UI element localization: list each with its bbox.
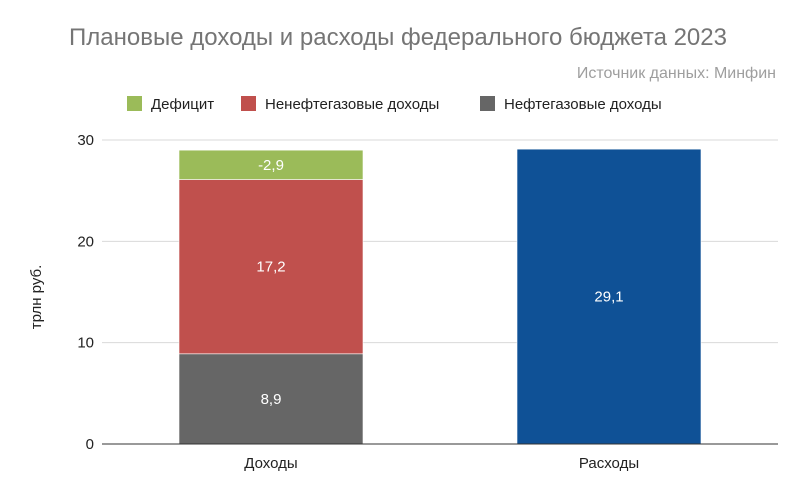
legend-swatch-2 — [480, 96, 495, 111]
legend: Дефицит Ненефтегазовые доходы Нефтегазовые… — [127, 96, 662, 113]
x-tick-label-1: Расходы — [579, 455, 639, 472]
x-axis-ticks: Доходы Расходы — [244, 455, 639, 472]
bar-value-label-1-3: 29,1 — [594, 289, 623, 306]
bar-value-label-0-1: 17,2 — [256, 259, 285, 276]
bar-0-2 — [178, 149, 364, 180]
chart-title: Плановые доходы и расходы федерального б… — [69, 24, 727, 51]
bars — [178, 148, 702, 445]
y-tick-label-0: 0 — [86, 436, 94, 453]
legend-label-0: Дефицит — [151, 96, 214, 113]
y-axis-title: трлн руб. — [28, 265, 45, 330]
legend-swatch-0 — [127, 96, 142, 111]
x-tick-label-0: Доходы — [244, 455, 297, 472]
bar-1-3 — [516, 148, 702, 445]
bar-value-label-0-0: 8,9 — [261, 391, 282, 408]
chart-subtitle: Источник данных: Минфин — [577, 65, 776, 82]
legend-label-2: Нефтегазовые доходы — [504, 96, 662, 113]
bar-value-label-0-2: -2,9 — [258, 157, 284, 174]
bar-labels: 8,9 17,2 -2,9 29,1 — [256, 157, 623, 408]
legend-swatch-1 — [241, 96, 256, 111]
y-tick-label-10: 10 — [77, 335, 94, 352]
y-axis-ticks: 0 10 20 30 — [77, 132, 94, 453]
legend-label-1: Ненефтегазовые доходы — [265, 96, 439, 113]
bar-0-0 — [178, 353, 364, 445]
y-tick-label-20: 20 — [77, 233, 94, 250]
y-tick-label-30: 30 — [77, 132, 94, 149]
